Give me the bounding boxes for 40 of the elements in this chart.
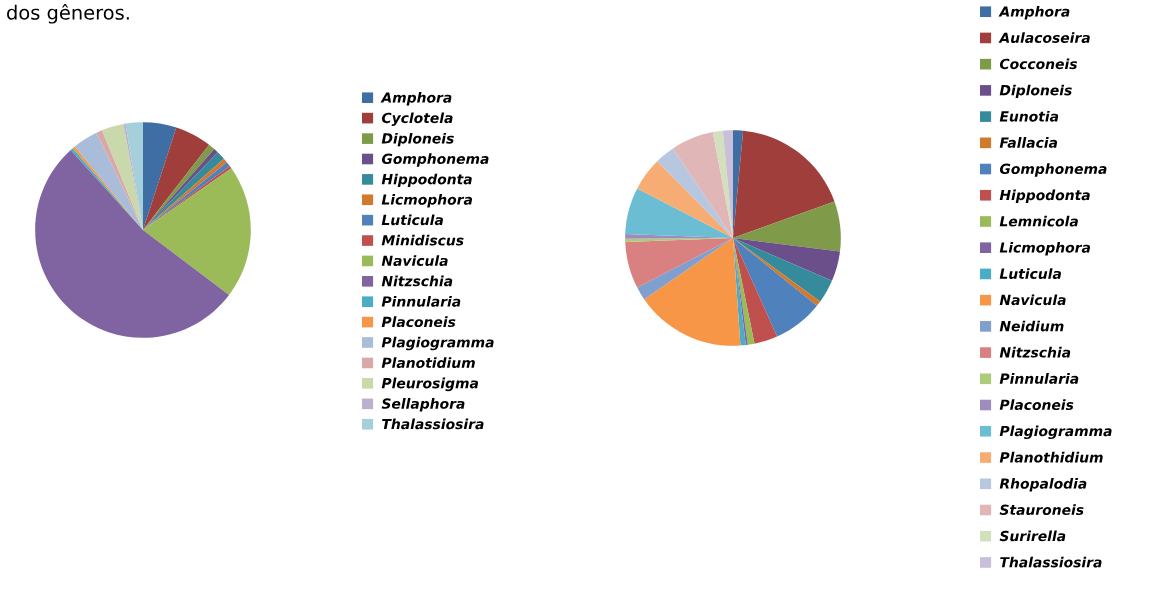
legend-label: Hippodonta (381, 173, 472, 188)
legend-label: Hippodonta (999, 189, 1090, 203)
text: dos gêneros. (7, 4, 129, 24)
legend-label: Licmophora (381, 194, 473, 208)
legend-label: Thalassiosira (382, 418, 484, 430)
legend-label: Stauroneis (999, 504, 1084, 516)
legend-label: Amphora (380, 92, 452, 106)
legend-label: Nitzschia (381, 275, 453, 287)
legend-label: Neidium (999, 320, 1064, 332)
legend-label: Diploneis (381, 132, 454, 147)
legend-label: Pinnularia (381, 295, 461, 307)
legend-label: Aulacoseira (998, 32, 1090, 43)
legend-label: Pinnularia (999, 373, 1079, 384)
legend-label: Gomphonema (999, 163, 1107, 177)
legend-label: Navicula (381, 255, 448, 266)
legend-label: Pleurosigma (381, 377, 479, 392)
legend-label: Thalassiosira (1000, 556, 1102, 568)
legend-label: Plagiogramma (999, 425, 1112, 440)
legend-label: Placoneis (381, 316, 456, 328)
legend-label: Placoneis (999, 399, 1074, 411)
legend-label: Licmophora (999, 241, 1091, 256)
legend-label: Amphora (998, 6, 1070, 20)
legend-label: Nitzschia (999, 346, 1071, 358)
legend-label: Planothidium (999, 451, 1103, 463)
legend-label: Planotidium (381, 357, 475, 368)
legend-label: Surirella (999, 530, 1066, 542)
legend-label: Fallacia (999, 137, 1058, 148)
legend-label: Luticula (999, 268, 1061, 279)
legend-label: Cyclotela (381, 112, 453, 126)
legend-label: Plagiogramma (381, 336, 494, 351)
legend-label: Luticula (381, 214, 443, 226)
legend-label: Rhopalodia (999, 478, 1087, 492)
legend-label: Sellaphora (381, 398, 465, 412)
legend-label: Eunotia (999, 110, 1059, 122)
legend-label: Minidiscus (381, 234, 464, 246)
legend-label: Diploneis (999, 84, 1072, 99)
legend-label: Cocconeis (999, 58, 1078, 70)
legend-label: Navicula (999, 294, 1066, 306)
legend-label: Lemnicola (999, 215, 1078, 227)
legend-label: Gomphonema (381, 153, 489, 167)
